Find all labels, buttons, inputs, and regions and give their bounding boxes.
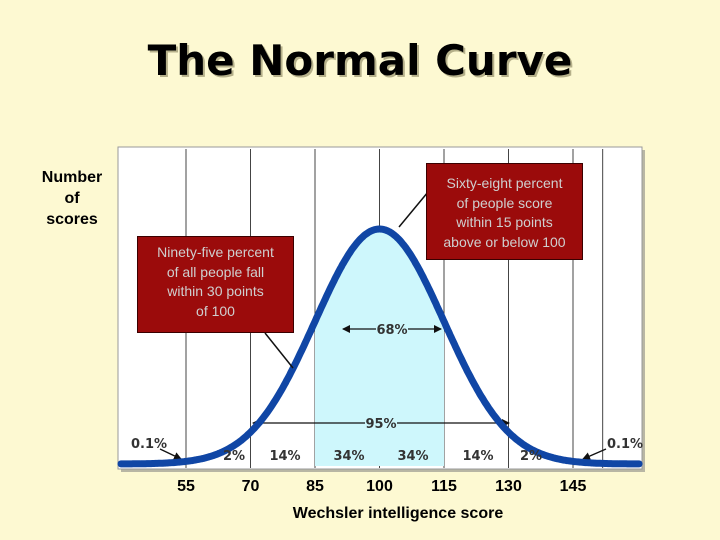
segment-percent-label: 34% — [333, 449, 365, 464]
x-tick-label: 85 — [306, 478, 324, 495]
bracket-68-label-bg — [376, 319, 408, 339]
normal-curve-line — [117, 225, 643, 468]
callout-line: of people score — [456, 194, 553, 211]
callout-95-pointer — [264, 332, 294, 369]
tail-left-label: 0.1% — [131, 437, 167, 452]
bracket-95-label-bg — [365, 413, 397, 433]
tail-right-arrow — [582, 448, 607, 460]
callout-line: of 100 — [196, 302, 235, 319]
tail-right-label: 0.1% — [607, 437, 643, 452]
slide-title: The Normal Curve — [147, 36, 573, 85]
bracket-95-label: 95% — [365, 417, 396, 432]
y-axis-label-line: scores — [46, 211, 98, 228]
x-tick-label: 145 — [559, 478, 587, 495]
x-tick-label: 115 — [431, 478, 457, 495]
x-axis-label: Wechsler intelligence score — [292, 505, 504, 522]
y-axis-label-line: Number — [41, 169, 103, 186]
segment-percent-label: 14% — [269, 449, 301, 464]
segment-percent-label: 14% — [462, 449, 494, 464]
callout-line: Sixty-eight percent — [446, 175, 563, 191]
callout-line: Ninety-five percent — [157, 244, 274, 260]
bracket-68-label: 68% — [376, 323, 407, 338]
callout-95-percent: Ninety-five percent of all people fall w… — [137, 236, 294, 333]
callout-line: of all people fall — [166, 263, 265, 280]
callout-68-pointer — [398, 191, 429, 228]
x-tick-label: 130 — [495, 478, 522, 495]
brackets: 68% 95% 0.1% 0.1% — [131, 319, 643, 460]
segment-percent-label: 2% — [222, 449, 246, 464]
callout-line: above or below 100 — [443, 233, 566, 250]
callout-line: within 15 points — [456, 214, 553, 230]
segment-percent-label: 2% — [519, 449, 543, 464]
callout-68-percent: Sixty-eight percent of people score with… — [426, 163, 583, 260]
y-axis-label-line: of — [64, 190, 80, 207]
y-axis-label: Number of scores — [28, 167, 116, 230]
shaded-68-region — [315, 229, 444, 466]
segment-percent-label: 34% — [397, 449, 429, 464]
callout-line: within 30 points — [167, 283, 264, 299]
x-tick-label: 100 — [366, 478, 393, 495]
x-tick-label: 70 — [241, 478, 260, 495]
tail-left-arrow — [159, 448, 182, 460]
x-tick-label: 55 — [177, 478, 195, 495]
